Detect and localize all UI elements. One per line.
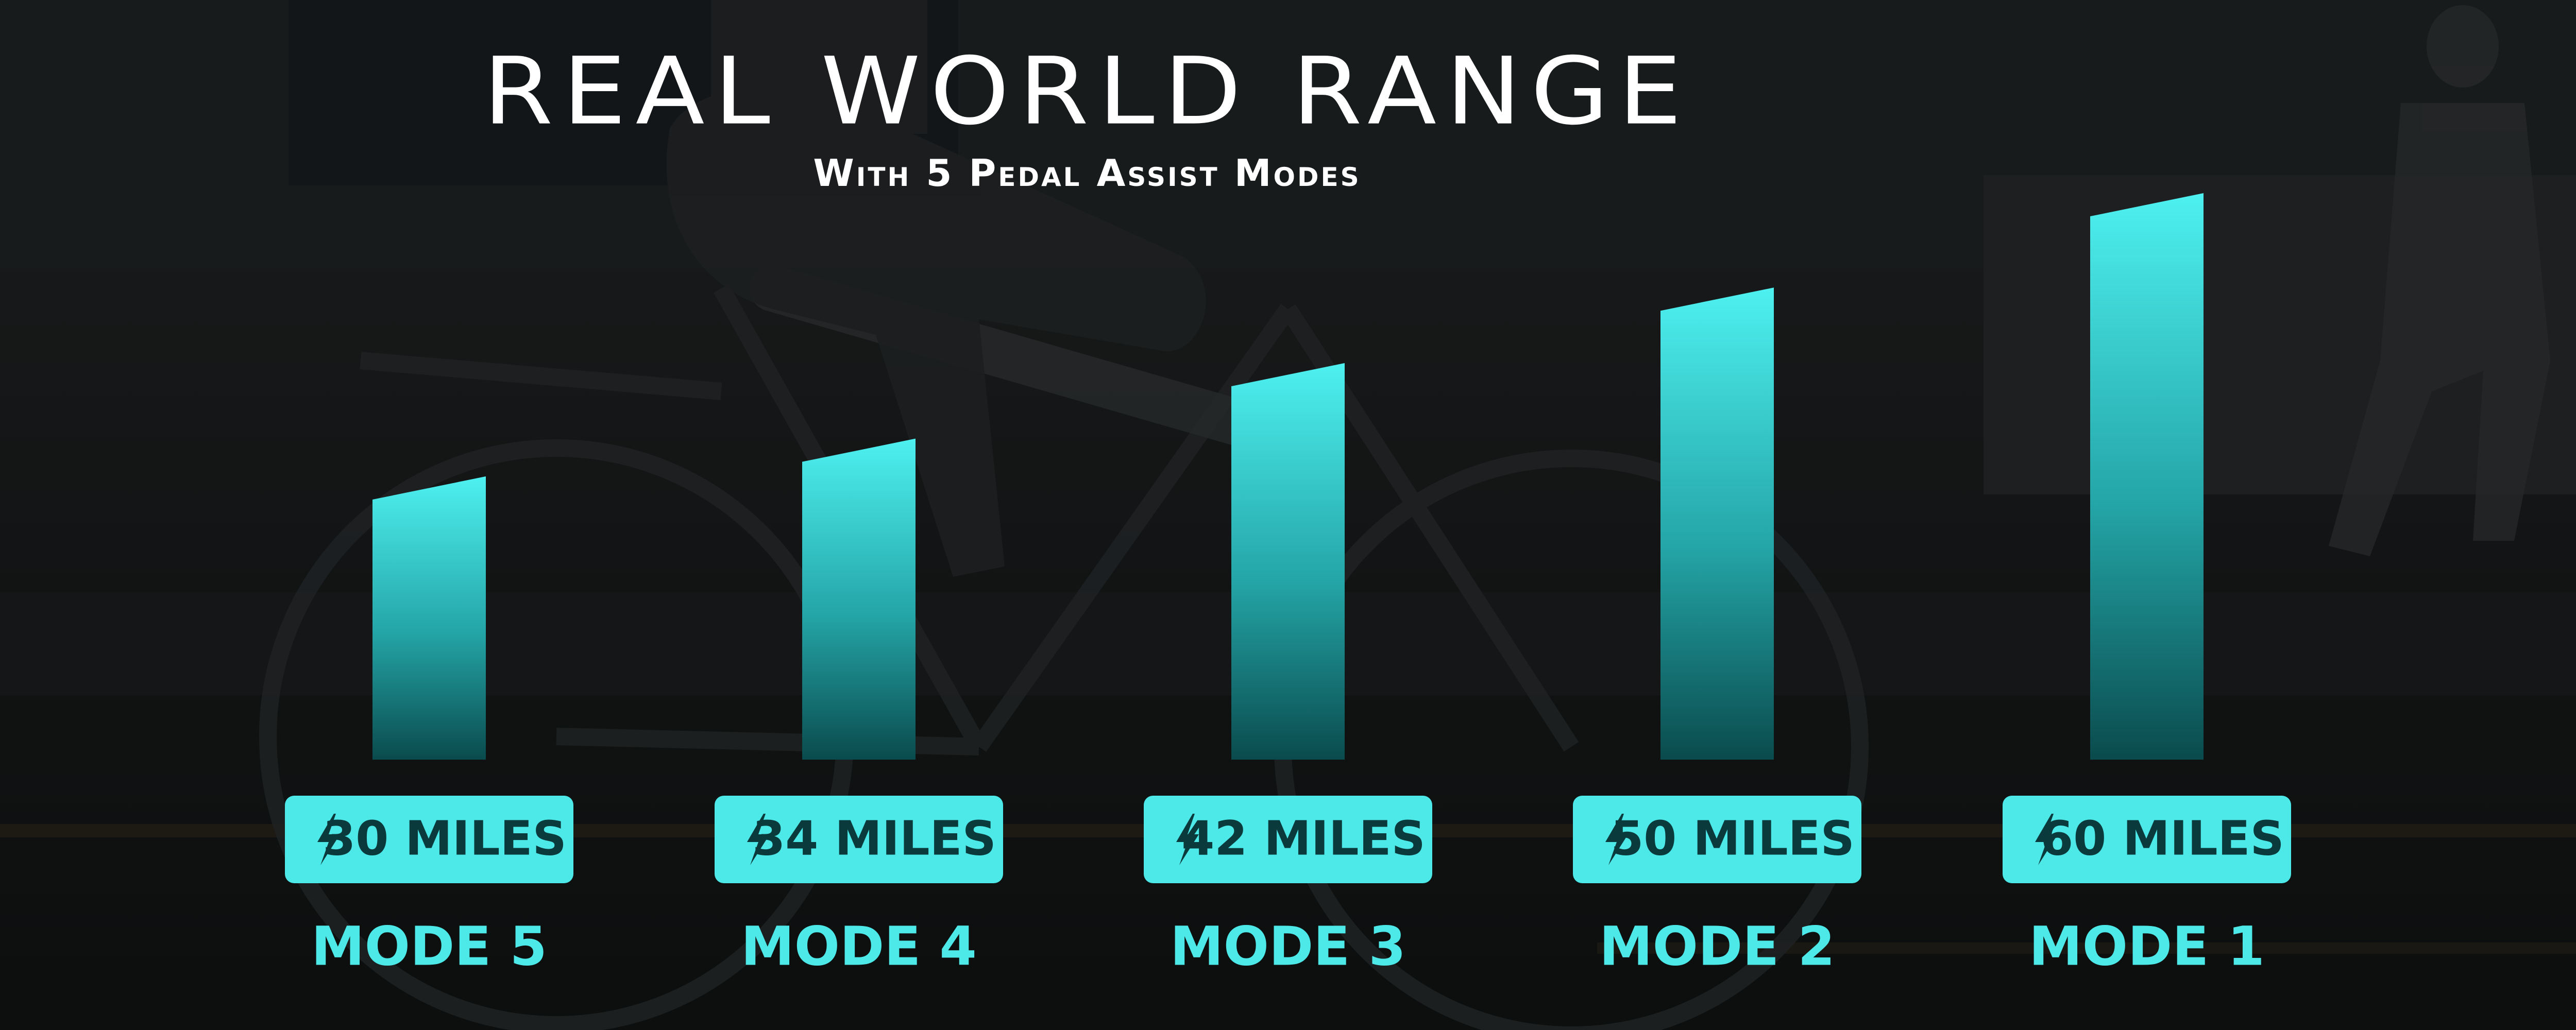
bar-mode-3 bbox=[1231, 363, 1345, 760]
data-label: 34 MILES bbox=[752, 811, 996, 866]
range-badge: 60 MILES bbox=[2003, 796, 2291, 883]
badge-background bbox=[2003, 796, 2291, 883]
badge-background bbox=[1144, 796, 1432, 883]
lightning-bolt-icon bbox=[747, 814, 770, 865]
bar-mode-1 bbox=[2090, 193, 2204, 760]
range-badge: 50 MILES bbox=[1573, 796, 1861, 883]
chart-title: REAL WORLD RANGE bbox=[483, 38, 1691, 146]
badge-background bbox=[715, 796, 1003, 883]
data-label: 30 MILES bbox=[323, 811, 567, 866]
category-label: MODE 3 bbox=[1170, 915, 1406, 977]
chart-subtitle: With 5 Pedal Assist Modes bbox=[813, 151, 1361, 195]
badge-background bbox=[285, 796, 573, 883]
bar-mode-5 bbox=[372, 476, 486, 760]
lightning-bolt-icon bbox=[1176, 814, 1199, 865]
category-label: MODE 1 bbox=[2029, 915, 2265, 977]
bar-mode-2 bbox=[1660, 287, 1774, 760]
category-label: MODE 5 bbox=[311, 915, 547, 977]
data-label: 42 MILES bbox=[1181, 811, 1426, 866]
range-badge: 34 MILES bbox=[715, 796, 1003, 883]
range-badge: 30 MILES bbox=[285, 796, 573, 883]
range-badge: 42 MILES bbox=[1144, 796, 1432, 883]
category-label: MODE 4 bbox=[741, 915, 977, 977]
data-label: 50 MILES bbox=[1611, 811, 1855, 866]
lightning-bolt-icon bbox=[2035, 814, 2058, 865]
data-label: 60 MILES bbox=[2040, 811, 2284, 866]
bar-mode-4 bbox=[802, 438, 916, 760]
badge-background bbox=[1573, 796, 1861, 883]
lightning-bolt-icon bbox=[1605, 814, 1628, 865]
category-label: MODE 2 bbox=[1599, 915, 1835, 977]
lightning-bolt-icon bbox=[317, 814, 340, 865]
